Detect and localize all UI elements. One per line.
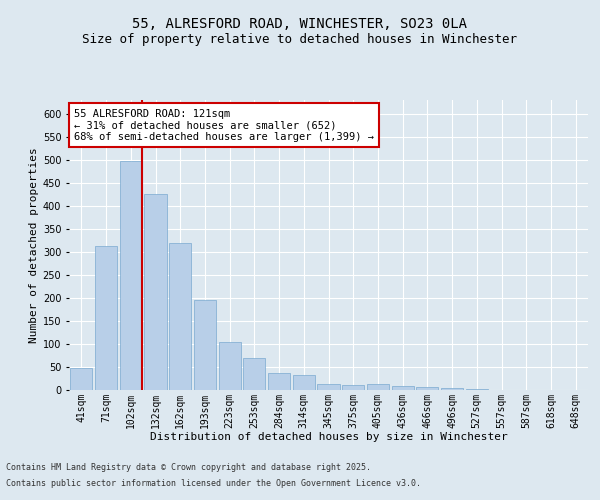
Bar	[293, 375, 315, 390]
Bar	[119, 161, 142, 390]
Bar	[243, 358, 265, 390]
Bar	[367, 384, 389, 390]
Bar	[441, 388, 463, 390]
Bar	[95, 246, 117, 390]
Bar	[317, 384, 340, 390]
Bar	[268, 372, 290, 390]
Bar	[169, 242, 191, 390]
Bar	[145, 194, 167, 390]
Bar	[70, 368, 92, 390]
Y-axis label: Number of detached properties: Number of detached properties	[29, 147, 38, 343]
Bar	[416, 387, 439, 390]
Text: 55, ALRESFORD ROAD, WINCHESTER, SO23 0LA: 55, ALRESFORD ROAD, WINCHESTER, SO23 0LA	[133, 18, 467, 32]
Text: Contains public sector information licensed under the Open Government Licence v3: Contains public sector information licen…	[6, 478, 421, 488]
Bar	[218, 342, 241, 390]
Text: Size of property relative to detached houses in Winchester: Size of property relative to detached ho…	[83, 32, 517, 46]
Bar	[342, 386, 364, 390]
Bar	[392, 386, 414, 390]
Text: 55 ALRESFORD ROAD: 121sqm
← 31% of detached houses are smaller (652)
68% of semi: 55 ALRESFORD ROAD: 121sqm ← 31% of detac…	[74, 108, 374, 142]
Text: Contains HM Land Registry data © Crown copyright and database right 2025.: Contains HM Land Registry data © Crown c…	[6, 464, 371, 472]
Bar	[466, 389, 488, 390]
X-axis label: Distribution of detached houses by size in Winchester: Distribution of detached houses by size …	[149, 432, 508, 442]
Bar	[194, 300, 216, 390]
